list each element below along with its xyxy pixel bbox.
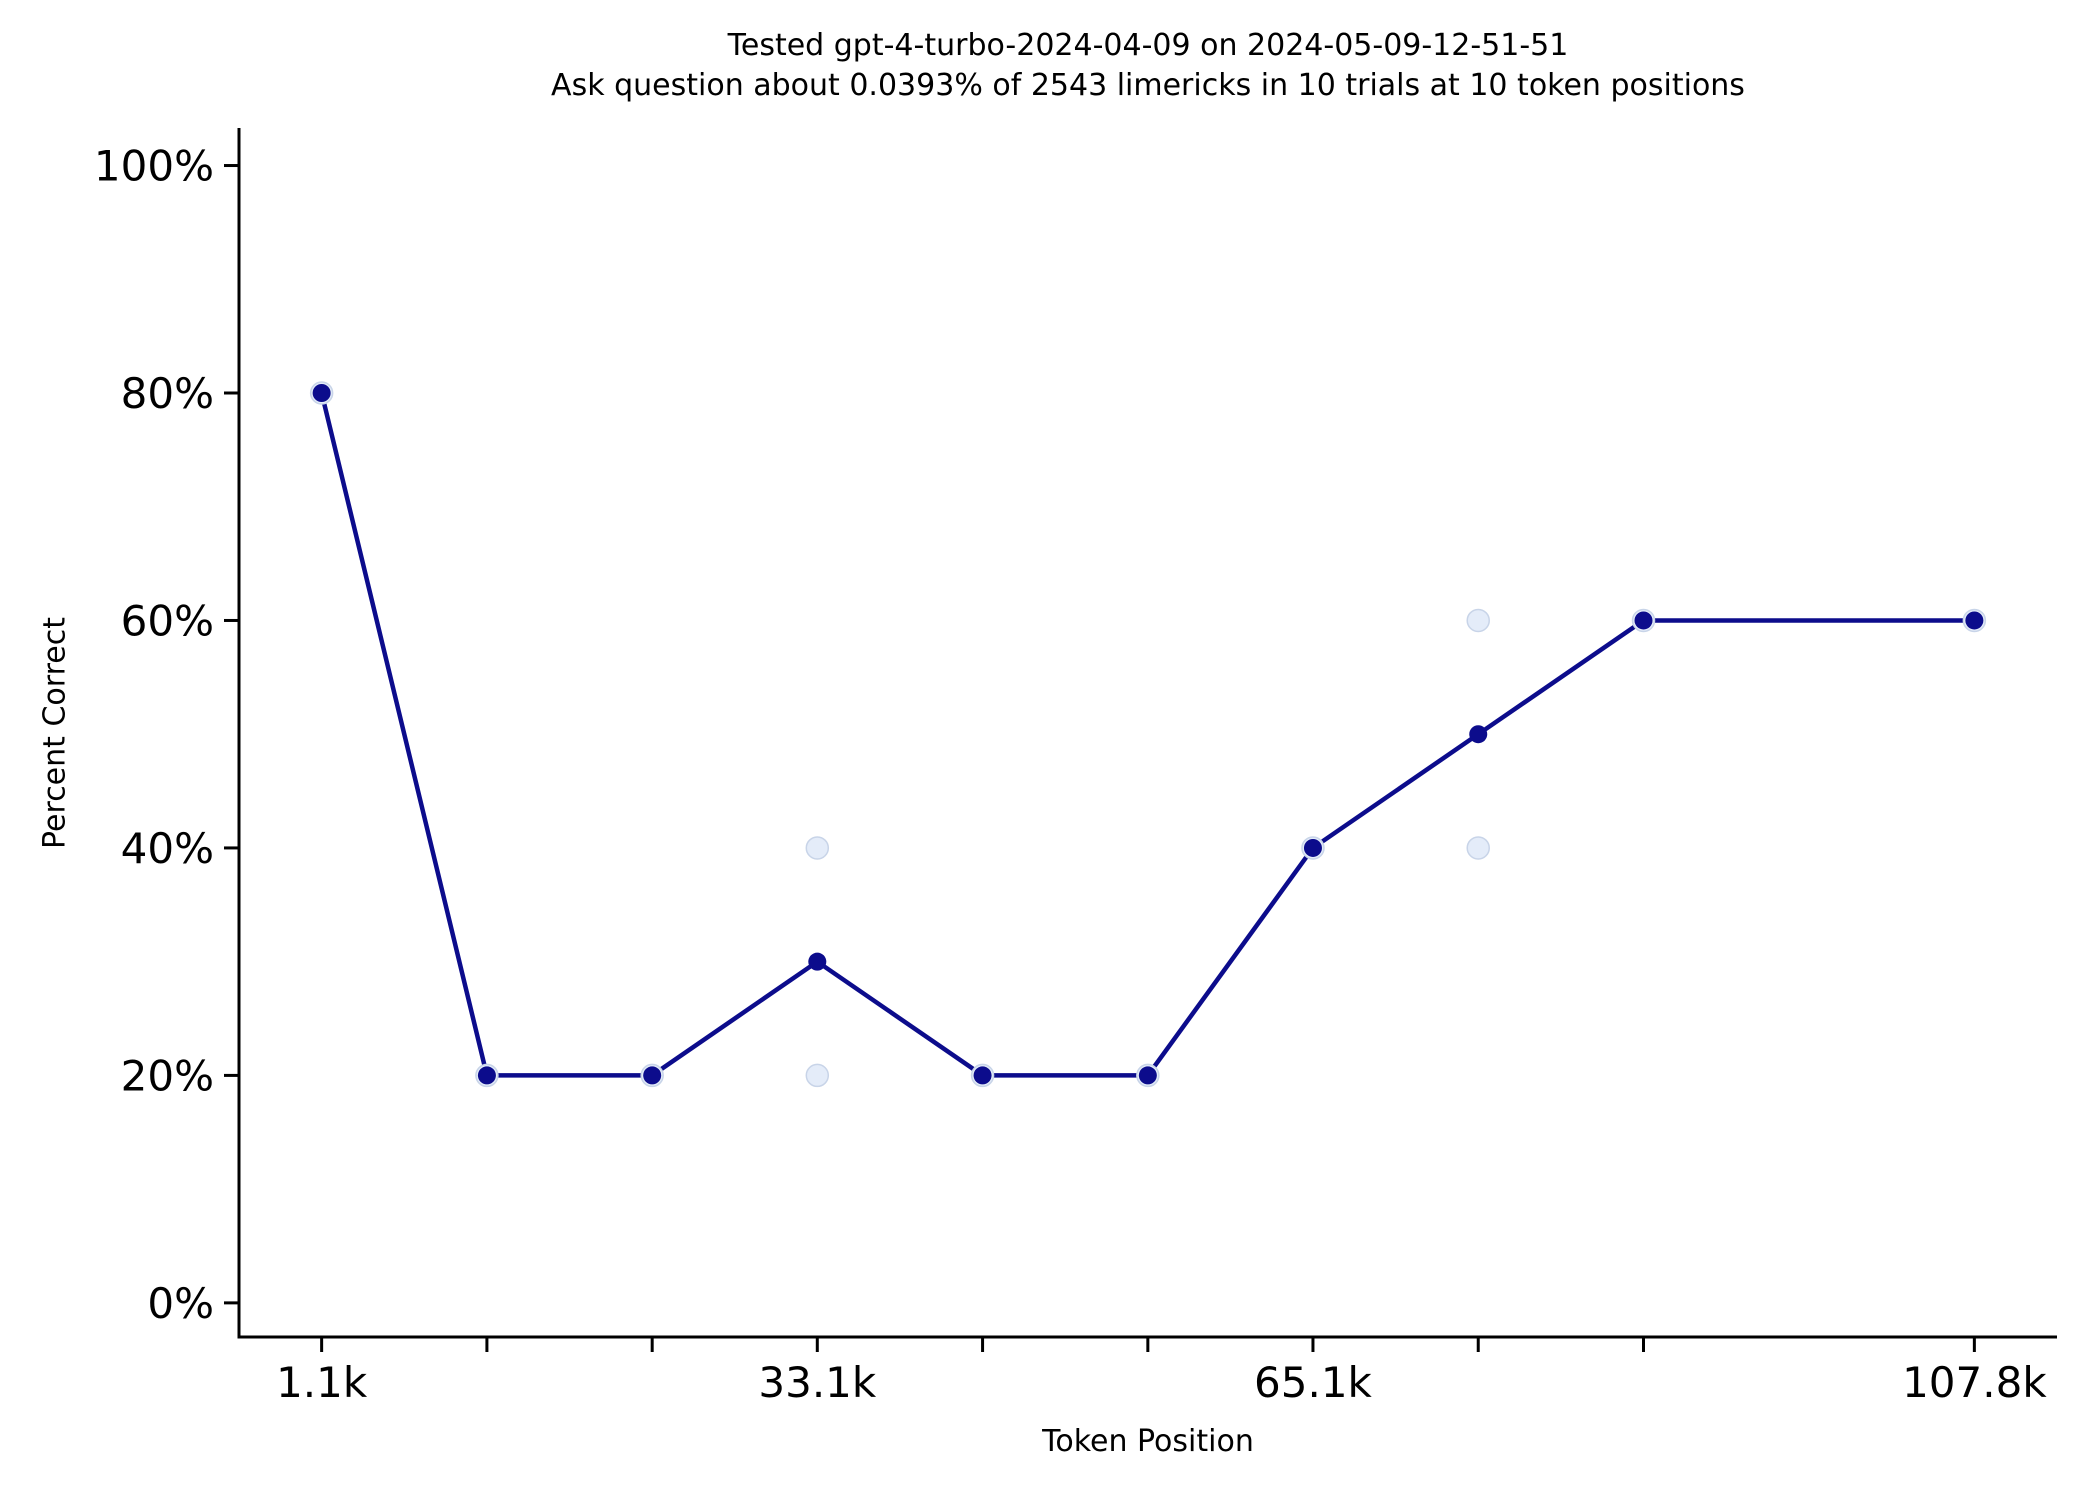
mean-dot [808,952,827,971]
y-axis-label: Percent Correct [37,617,73,849]
mean-dot [312,384,331,403]
trial-dot [1466,608,1490,633]
trial-dot [1466,836,1490,860]
y-tick-label: 60% [121,597,214,646]
chart-subtitle: Ask question about 0.0393% of 2543 limer… [551,68,1745,103]
x-tick-label: 65.1k [1254,1358,1373,1407]
x-tick-label: 107.8k [1902,1358,2047,1407]
y-tick-label: 40% [121,824,214,873]
y-tick-label: 0% [147,1279,214,1328]
chart-title-block: Tested gpt-4-turbo-2024-04-09 on 2024-05… [239,26,2057,106]
x-tick-label: 1.1k [276,1358,368,1407]
trial-dot [805,1063,830,1088]
y-tick-label: 80% [121,369,214,418]
mean-dot [1965,611,1984,630]
mean-dot [1634,611,1653,630]
trial-dot [805,836,830,860]
mean-dot [1469,725,1488,744]
x-tick-label: 33.1k [758,1358,877,1407]
chart-title: Tested gpt-4-turbo-2024-04-09 on 2024-05… [727,28,1569,63]
x-axis-label: Token Position [1042,1424,1254,1459]
mean-dot [1138,1066,1157,1085]
mean-line [319,390,1977,1078]
y-tick-label: 20% [121,1052,214,1101]
mean-dot [477,1066,496,1085]
mean-dot [643,1066,662,1085]
mean-dot [973,1066,992,1085]
mean-dot [1303,838,1322,857]
y-tick-label: 100% [94,142,214,191]
